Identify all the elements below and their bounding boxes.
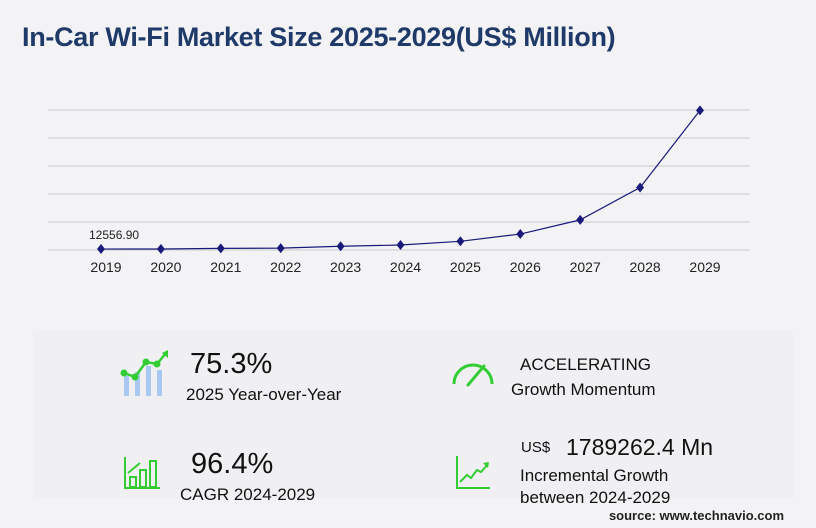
data-point [156, 243, 165, 254]
data-point [516, 229, 525, 240]
source-text: source: www.technavio.com [608, 508, 784, 523]
x-tick-label: 2025 [450, 259, 481, 275]
momentum-value: ACCELERATING [520, 355, 651, 374]
data-point [456, 236, 465, 247]
data-point [216, 243, 225, 254]
incr-label-2: between 2024-2029 [520, 488, 671, 507]
growth-chart-icon [120, 350, 168, 396]
cagr-label: CAGR 2024-2029 [180, 485, 316, 504]
data-point [576, 214, 585, 225]
data-point [276, 243, 285, 254]
data-point [396, 240, 405, 251]
data-point [336, 241, 345, 252]
line-chart: 2019 12556.90 2020 2021 2022 2023 2024 2025 2026… [48, 105, 750, 275]
x-tick-label: 2027 [570, 259, 601, 275]
yoy-value: 75.3% [190, 348, 273, 380]
x-tick-label: 2021 [210, 259, 241, 275]
x-tick-label: 2024 [390, 259, 421, 275]
x-tick-label: 2022 [270, 259, 301, 275]
momentum-label: Growth Momentum [511, 380, 656, 399]
incr-prefix: US$ [521, 439, 551, 456]
x-tick-label: 2029 [689, 259, 720, 275]
x-tick-label: 2023 [330, 259, 361, 275]
speedometer-icon [452, 363, 494, 387]
cagr-value: 96.4% [191, 448, 274, 480]
incr-value: 1789262.4 Mn [566, 434, 714, 460]
x-tick-label: 2019 [90, 259, 121, 275]
incr-label-1: Incremental Growth [520, 466, 669, 485]
data-point [97, 244, 105, 255]
yoy-label: 2025 Year-over-Year [186, 385, 342, 404]
trend-up-icon [456, 456, 490, 489]
data-label: 12556.90 [89, 228, 139, 242]
bar-chart-icon [124, 457, 160, 489]
data-point [696, 105, 704, 116]
x-tick-label: 2028 [630, 259, 661, 275]
x-tick-label: 2026 [510, 259, 541, 275]
data-point [636, 182, 645, 193]
x-tick-label: 2020 [150, 259, 181, 275]
chart-title: In-Car Wi-Fi Market Size 2025-2029(US$ M… [22, 22, 616, 52]
stats-panel [33, 330, 793, 498]
series-line [100, 110, 701, 250]
